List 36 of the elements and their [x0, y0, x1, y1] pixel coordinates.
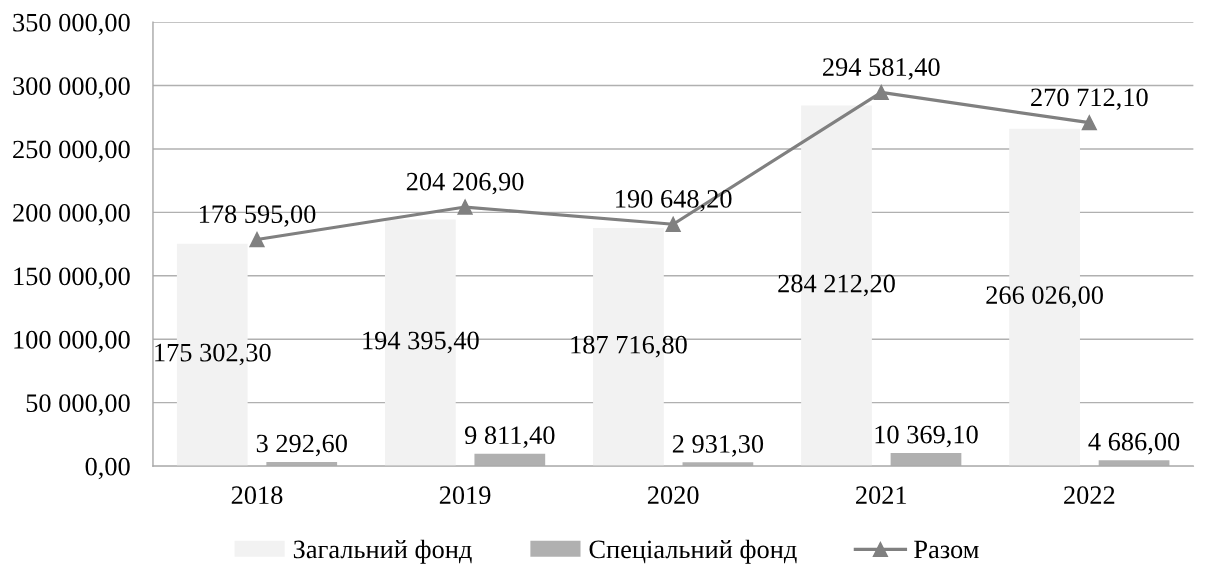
data-label: 204 206,90: [406, 172, 524, 195]
y-tick-label: 0,00: [85, 457, 130, 480]
x-tick-label: 2022: [1064, 486, 1115, 505]
x-tick-label: 2021: [856, 486, 907, 505]
data-label: 284 212,20: [778, 274, 895, 297]
y-tick-label: 200 000,00: [13, 203, 130, 226]
point: [249, 231, 265, 248]
data-label: 190 648,20: [616, 189, 732, 212]
legend-label: Спеціальний фонд: [589, 539, 797, 564]
y-tick-label: 150 000,00: [14, 267, 130, 290]
data-label: 9 811,40: [464, 426, 555, 448]
data-label: 4 686,00: [1088, 432, 1180, 455]
data-label: 266 026,00: [986, 286, 1103, 308]
y-tick-label: 300 000,00: [13, 77, 130, 99]
y-tick-label: 350 000,00: [13, 13, 130, 36]
x-tick-label: 2020: [647, 486, 699, 505]
data-label: 3 292,60: [256, 434, 347, 457]
x-tick-label: 2019: [439, 486, 491, 505]
data-label: 2 931,30: [672, 435, 764, 457]
data-label: 10 369,10: [875, 425, 978, 448]
data-label: 294 581,40: [823, 58, 940, 80]
y-tick-label: 100 000,00: [14, 330, 130, 353]
legend-label: Разом: [914, 540, 979, 559]
point: [1081, 115, 1097, 131]
point: [665, 216, 681, 232]
y-tick-label: 250 000,00: [13, 140, 130, 163]
x-tick-label: 2018: [231, 486, 283, 505]
legend-label: Загальний фонд: [293, 539, 472, 564]
point: [873, 84, 889, 101]
y-tick-label: 50 000,00: [26, 394, 130, 416]
data-label: 178 595,00: [199, 205, 316, 227]
data-label: 270 712,10: [1031, 88, 1148, 111]
data-label: 175 302,30: [155, 343, 271, 366]
data-label: 194 395,40: [363, 331, 479, 354]
data-label: 187 716,80: [571, 335, 687, 358]
point: [457, 199, 473, 215]
